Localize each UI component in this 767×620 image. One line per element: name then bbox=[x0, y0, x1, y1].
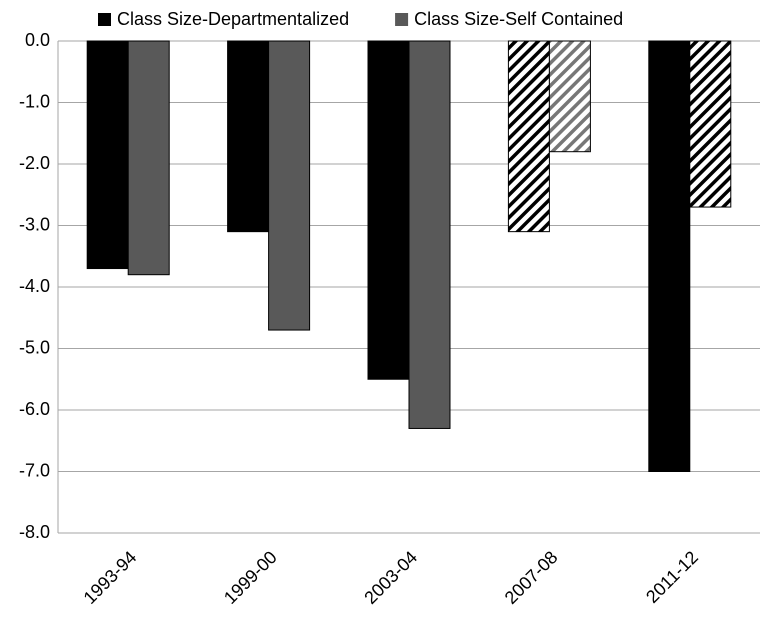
legend-swatch bbox=[395, 13, 409, 26]
y-tick-label: -5.0 bbox=[19, 337, 50, 357]
x-tick-label: 2011-12 bbox=[642, 547, 702, 607]
x-tick-label: 1999-00 bbox=[220, 547, 281, 608]
bar bbox=[227, 40, 270, 233]
bar bbox=[689, 40, 732, 208]
bar bbox=[367, 40, 410, 380]
bar bbox=[507, 40, 550, 233]
bar bbox=[548, 40, 591, 153]
bar bbox=[86, 40, 129, 270]
y-tick-label: -8.0 bbox=[19, 522, 50, 542]
x-tick-label: 1993-94 bbox=[80, 547, 141, 608]
bar bbox=[408, 40, 451, 429]
x-tick-label: 2007-08 bbox=[501, 547, 562, 608]
y-tick-label: 0.0 bbox=[25, 30, 50, 50]
y-tick-label: -7.0 bbox=[19, 460, 50, 480]
legend-label: Class Size-Self Contained bbox=[414, 9, 623, 29]
bar bbox=[268, 40, 311, 331]
y-tick-label: -3.0 bbox=[19, 214, 50, 234]
bar bbox=[648, 40, 691, 472]
bar bbox=[127, 40, 170, 276]
y-tick-label: -1.0 bbox=[19, 91, 50, 111]
y-tick-label: -4.0 bbox=[19, 276, 50, 296]
x-tick-label: 2003-04 bbox=[360, 547, 421, 608]
y-tick-label: -6.0 bbox=[19, 399, 50, 419]
legend-label: Class Size-Departmentalized bbox=[117, 9, 349, 29]
legend-swatch bbox=[98, 13, 111, 26]
y-tick-label: -2.0 bbox=[19, 153, 50, 173]
